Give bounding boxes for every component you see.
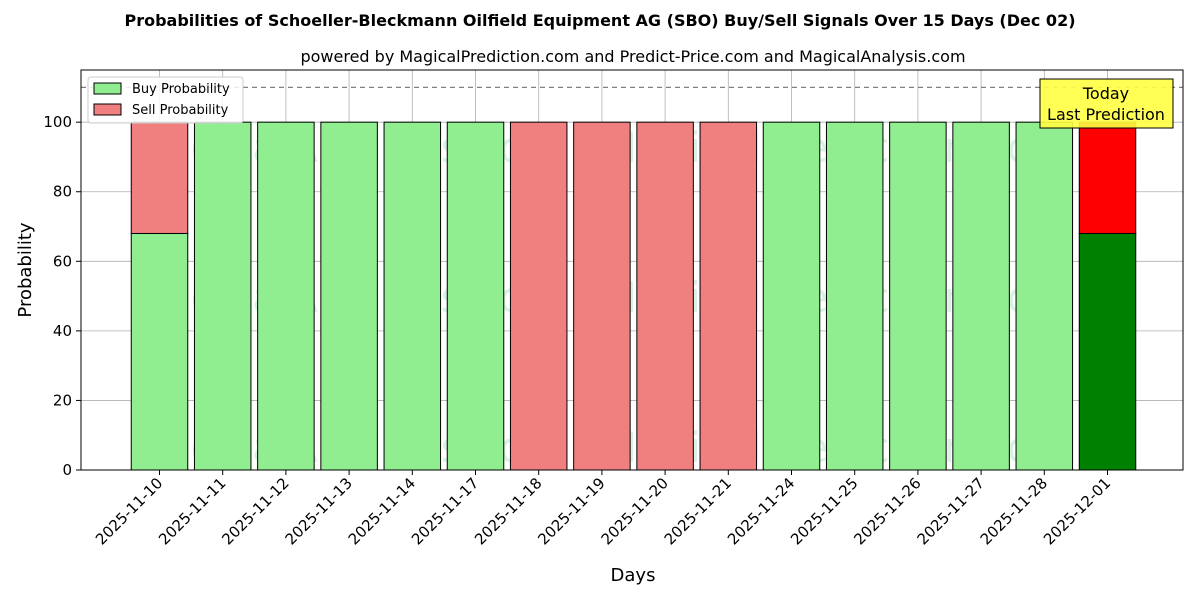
annotation-box: Today Last Prediction xyxy=(1039,78,1174,129)
bar-buy xyxy=(320,121,378,471)
bar-sell xyxy=(699,121,758,471)
bar-buy xyxy=(952,121,1010,471)
bar-buy xyxy=(193,121,252,471)
bar-buy xyxy=(446,121,505,471)
x-tick-label: 2025-12-01 xyxy=(1040,474,1114,548)
bar-buy xyxy=(1015,121,1074,471)
bar-sell xyxy=(573,121,631,471)
legend: Buy Probability Sell Probability xyxy=(87,76,244,124)
x-tick-label: 2025-11-17 xyxy=(408,474,482,548)
x-axis-label: Days xyxy=(611,565,656,586)
x-tick-label: 2025-11-20 xyxy=(598,474,672,548)
legend-swatch-sell xyxy=(93,103,122,116)
bar-sell xyxy=(130,121,189,234)
x-tick-label: 2025-11-12 xyxy=(218,474,292,548)
bar-buy xyxy=(889,121,947,471)
x-tick-label: 2025-11-19 xyxy=(534,474,608,548)
x-tick-label: 2025-11-18 xyxy=(471,474,545,548)
bar-buy xyxy=(383,121,442,471)
legend-label-buy: Buy Probability xyxy=(132,82,230,97)
y-tick-label: 60 xyxy=(53,252,72,270)
x-tick-label: 2025-11-24 xyxy=(724,474,798,548)
annotation-background xyxy=(1039,78,1174,129)
annotation-line-1: Today xyxy=(1082,84,1129,103)
x-tick-label: 2025-11-11 xyxy=(155,474,229,548)
bar-buy xyxy=(130,232,189,471)
y-tick-label: 20 xyxy=(53,391,72,409)
bar-sell xyxy=(1078,121,1137,234)
legend-label-sell: Sell Probability xyxy=(132,103,229,118)
bar-buy xyxy=(257,121,315,471)
bar-buy xyxy=(1078,232,1137,471)
y-tick-label: 0 xyxy=(62,461,72,479)
bars-layer xyxy=(130,121,1137,471)
y-ticks: 0 20 40 60 80 100 xyxy=(43,113,81,479)
bar-sell xyxy=(509,121,568,471)
x-tick-label: 2025-11-28 xyxy=(977,474,1051,548)
x-tick-label: 2025-11-26 xyxy=(850,474,924,548)
x-ticks: 2025-11-102025-11-112025-11-122025-11-13… xyxy=(92,470,1114,548)
y-tick-label: 40 xyxy=(53,322,72,340)
x-tick-label: 2025-11-14 xyxy=(345,474,419,548)
bar-buy xyxy=(825,121,884,471)
x-tick-label: 2025-11-21 xyxy=(661,474,735,548)
bar-sell xyxy=(636,121,694,471)
x-tick-label: 2025-11-13 xyxy=(282,474,356,548)
x-tick-label: 2025-11-27 xyxy=(914,474,988,548)
y-axis-label: Probability xyxy=(15,222,36,317)
x-tick-label: 2025-11-10 xyxy=(92,474,166,548)
chart-title: Probabilities of Schoeller-Bleckmann Oil… xyxy=(124,11,1075,30)
y-tick-label: 80 xyxy=(53,183,72,201)
bar-buy xyxy=(762,121,821,471)
annotation-line-2: Last Prediction xyxy=(1047,105,1165,124)
y-tick-label: 100 xyxy=(43,113,72,131)
x-tick-label: 2025-11-25 xyxy=(787,474,861,548)
legend-swatch-buy xyxy=(93,82,122,95)
plot-frame xyxy=(80,69,1184,471)
legend-frame xyxy=(87,76,244,124)
chart-subtitle: powered by MagicalPrediction.com and Pre… xyxy=(300,47,965,66)
